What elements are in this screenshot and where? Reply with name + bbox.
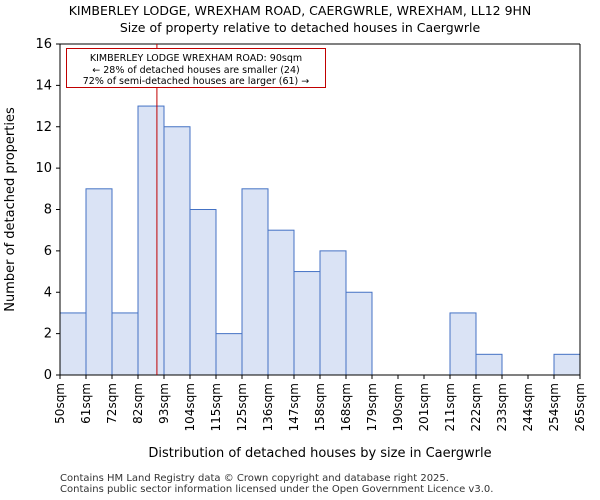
bar-168sqm	[345, 291, 373, 376]
x-tick-label: 93sqm	[157, 383, 171, 424]
x-tick-label: 50sqm	[53, 383, 67, 424]
bar-125sqm	[241, 188, 269, 376]
bar-115sqm	[215, 333, 243, 376]
bar-82sqm	[137, 105, 165, 376]
x-tick-label: 72sqm	[105, 383, 119, 424]
bar-93sqm	[163, 126, 191, 376]
y-tick-label: 14	[35, 78, 52, 93]
x-tick-label: 115sqm	[209, 383, 223, 431]
x-tick-label: 254sqm	[547, 383, 561, 431]
footer-line-1: Contains HM Land Registry data © Crown c…	[60, 473, 449, 484]
x-tick-label: 222sqm	[469, 383, 483, 431]
bar-254sqm	[553, 353, 581, 376]
x-tick-label: 265sqm	[573, 383, 587, 431]
y-tick-label: 10	[35, 161, 52, 176]
x-tick-label: 158sqm	[313, 383, 327, 431]
y-tick-label: 8	[44, 203, 52, 218]
property-annotation-box: KIMBERLEY LODGE WREXHAM ROAD: 90sqm ← 28…	[66, 48, 326, 88]
y-tick-label: 0	[44, 368, 52, 383]
x-tick-label: 211sqm	[443, 383, 457, 431]
x-tick-label: 82sqm	[131, 383, 145, 424]
bar-104sqm	[189, 209, 217, 376]
bar-147sqm	[293, 271, 321, 376]
y-axis-label: Number of detached properties	[3, 107, 18, 312]
x-tick-label: 168sqm	[339, 383, 353, 431]
x-axis-label: Distribution of detached houses by size …	[148, 446, 491, 461]
bar-211sqm	[449, 312, 477, 376]
x-tick-label: 190sqm	[391, 383, 405, 431]
bar-222sqm	[475, 353, 503, 376]
y-tick-label: 16	[35, 37, 52, 52]
x-tick-label: 125sqm	[235, 383, 249, 431]
x-tick-label: 179sqm	[365, 383, 379, 431]
chart-title-line2: Size of property relative to detached ho…	[119, 20, 481, 35]
x-tick-label: 147sqm	[287, 383, 301, 431]
y-tick-label: 12	[35, 120, 52, 135]
x-tick-label: 201sqm	[417, 383, 431, 431]
annotation-line-3: 72% of semi-detached houses are larger (…	[82, 76, 310, 87]
annotation-line-1: KIMBERLEY LODGE WREXHAM ROAD: 90sqm	[89, 53, 303, 64]
bar-158sqm	[319, 250, 347, 376]
bar-50sqm	[59, 312, 87, 376]
y-tick-label: 4	[44, 285, 52, 300]
annotation-line-2: ← 28% of detached houses are smaller (24…	[92, 64, 300, 76]
x-tick-label: 104sqm	[183, 383, 197, 431]
x-tick-label: 136sqm	[261, 383, 275, 431]
x-tick-label: 244sqm	[521, 383, 535, 431]
x-tick-label: 233sqm	[495, 383, 509, 431]
bar-72sqm	[111, 312, 139, 376]
chart-title-line1: KIMBERLEY LODGE, WREXHAM ROAD, CAERGWRLE…	[68, 3, 532, 18]
footer-line-2: Contains public sector information licen…	[60, 484, 494, 495]
bar-61sqm	[85, 188, 113, 376]
y-tick-label: 2	[44, 327, 52, 342]
y-tick-label: 6	[44, 244, 52, 259]
x-tick-label: 61sqm	[79, 383, 93, 424]
bar-136sqm	[267, 229, 295, 376]
